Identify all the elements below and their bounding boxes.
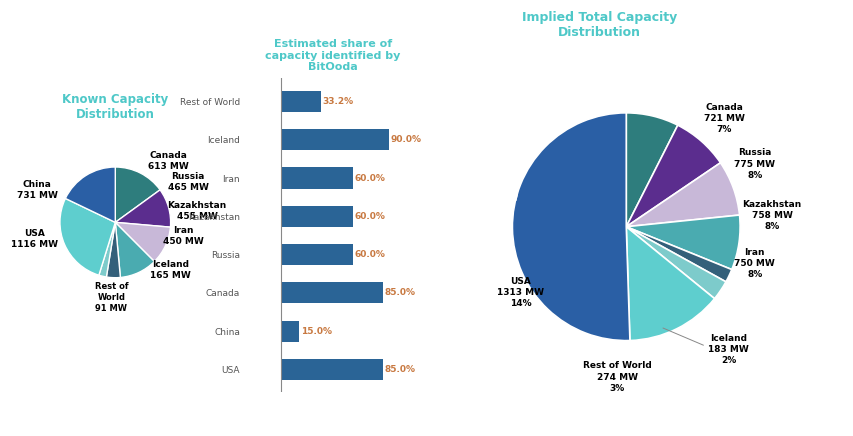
- Text: Applying “estimated
known share” of total
capacity to imply total
country capaci: Applying “estimated known share” of tota…: [0, 435, 1, 436]
- Wedge shape: [625, 227, 725, 299]
- Text: 60.0%: 60.0%: [354, 250, 385, 259]
- Text: Iran
750 MW
8%: Iran 750 MW 8%: [734, 248, 775, 279]
- Text: Rest of World
274 MW
3%: Rest of World 274 MW 3%: [582, 361, 651, 393]
- Wedge shape: [625, 215, 740, 269]
- Wedge shape: [115, 222, 171, 262]
- Bar: [281, 320, 299, 342]
- Bar: [281, 244, 352, 265]
- Wedge shape: [107, 222, 120, 278]
- Wedge shape: [115, 222, 154, 277]
- Text: Kazakhstan
758 MW
8%: Kazakhstan 758 MW 8%: [741, 200, 801, 231]
- Title: Estimated share of
capacity identified by
BitOoda: Estimated share of capacity identified b…: [265, 39, 400, 72]
- Wedge shape: [625, 163, 739, 227]
- Text: Iceland
183 MW
2%: Iceland 183 MW 2%: [707, 334, 748, 365]
- Text: China
731 MW: China 731 MW: [17, 180, 58, 200]
- Wedge shape: [60, 198, 115, 275]
- Text: 90.0%: 90.0%: [390, 135, 421, 144]
- Text: Iceland
165 MW: Iceland 165 MW: [150, 260, 190, 280]
- Text: USA
1116 MW: USA 1116 MW: [10, 229, 58, 249]
- Text: 85.0%: 85.0%: [384, 288, 415, 297]
- Wedge shape: [625, 227, 714, 341]
- Wedge shape: [625, 227, 731, 282]
- Wedge shape: [625, 113, 677, 227]
- Text: Canada
613 MW: Canada 613 MW: [148, 151, 189, 171]
- Wedge shape: [625, 125, 720, 227]
- Text: 33.2%: 33.2%: [322, 97, 353, 106]
- Wedge shape: [512, 113, 630, 341]
- Bar: [281, 91, 321, 112]
- Text: USA
1313 MW
14%: USA 1313 MW 14%: [496, 277, 543, 308]
- Text: Rest of
World
91 MW: Rest of World 91 MW: [95, 282, 128, 313]
- Wedge shape: [99, 222, 115, 277]
- Bar: [281, 359, 382, 380]
- Bar: [281, 206, 352, 227]
- Title: Implied Total Capacity
Distribution: Implied Total Capacity Distribution: [522, 10, 676, 38]
- Wedge shape: [66, 167, 115, 222]
- Text: Kazakhstan
455 MW: Kazakhstan 455 MW: [167, 201, 227, 221]
- Text: Russia
775 MW
8%: Russia 775 MW 8%: [734, 149, 775, 180]
- Wedge shape: [115, 167, 160, 222]
- Title: Known Capacity
Distribution: Known Capacity Distribution: [62, 93, 168, 121]
- Wedge shape: [115, 190, 171, 227]
- Text: Russia
465 MW: Russia 465 MW: [167, 172, 208, 192]
- Bar: [281, 283, 382, 303]
- Text: 85.0%: 85.0%: [384, 365, 415, 374]
- Bar: [281, 167, 352, 188]
- Text: China
4873 MW
50%: China 4873 MW 50%: [470, 183, 518, 214]
- Text: 15.0%: 15.0%: [300, 327, 332, 336]
- Bar: [281, 129, 388, 150]
- Text: 60.0%: 60.0%: [354, 212, 385, 221]
- Text: Iran
450 MW: Iran 450 MW: [163, 226, 204, 246]
- Text: 60.0%: 60.0%: [354, 174, 385, 183]
- Text: Canada
721 MW
7%: Canada 721 MW 7%: [703, 103, 744, 134]
